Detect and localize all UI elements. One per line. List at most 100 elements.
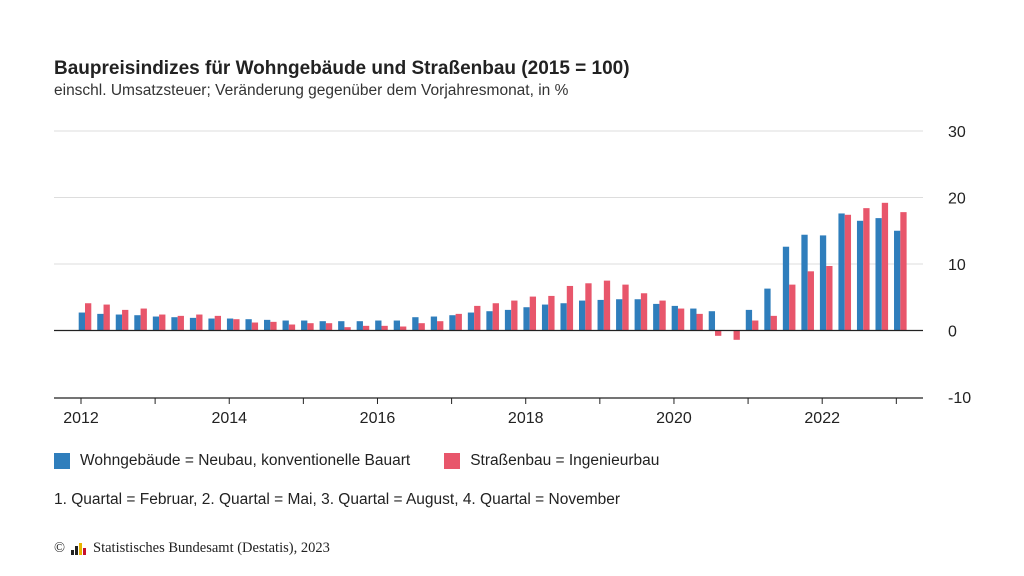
bar-strassenbau	[474, 305, 481, 331]
bar-strassenbau	[288, 324, 296, 331]
x-tick-label: 2014	[211, 410, 247, 427]
bar-wohngebaeude	[856, 220, 864, 331]
bar-strassenbau	[122, 309, 129, 331]
bar-wohngebaeude	[764, 288, 771, 331]
bar-wohngebaeude	[78, 312, 85, 331]
bar-strassenbau	[233, 319, 240, 331]
bar-strassenbau	[789, 284, 796, 331]
bar-wohngebaeude	[171, 317, 178, 331]
bar-strassenbau	[715, 330, 722, 336]
bar-strassenbau	[251, 322, 259, 331]
bar-strassenbau	[807, 271, 814, 331]
bar-wohngebaeude	[875, 218, 882, 331]
bar-wohngebaeude	[653, 303, 660, 331]
bar-wohngebaeude	[801, 234, 808, 331]
y-tick-label: 20	[948, 191, 966, 208]
bar-strassenbau	[307, 323, 314, 331]
bar-strassenbau	[529, 296, 537, 331]
bar-strassenbau	[437, 321, 444, 331]
bar-strassenbau	[659, 300, 666, 331]
bar-wohngebaeude	[616, 299, 623, 331]
copyright-symbol: ©	[54, 540, 66, 556]
bar-strassenbau	[214, 315, 222, 331]
bar-strassenbau	[752, 320, 759, 331]
bar-wohngebaeude	[375, 320, 382, 331]
bar-wohngebaeude	[282, 320, 289, 331]
legend-swatch-red	[444, 453, 461, 469]
bar-strassenbau	[733, 330, 740, 340]
bar-wohngebaeude	[690, 308, 697, 331]
x-tick-label: 2012	[63, 410, 99, 427]
destatis-logo-icon	[71, 542, 87, 555]
bar-wohngebaeude	[745, 309, 753, 331]
y-tick-label: 30	[948, 124, 966, 141]
bar-wohngebaeude	[782, 246, 790, 331]
y-tick-label: 10	[948, 257, 966, 274]
bar-strassenbau	[770, 315, 777, 331]
bar-wohngebaeude	[560, 303, 567, 331]
bar-wohngebaeude	[579, 300, 586, 331]
bar-strassenbau	[270, 321, 277, 331]
bar-strassenbau	[418, 323, 425, 331]
y-tick-label: -10	[948, 390, 971, 407]
bar-strassenbau	[696, 313, 703, 331]
bar-strassenbau	[159, 314, 166, 331]
bar-strassenbau	[381, 325, 388, 331]
bar-strassenbau	[881, 202, 889, 331]
bar-wohngebaeude	[708, 311, 716, 331]
bar-strassenbau	[844, 214, 852, 331]
bar-strassenbau	[677, 308, 685, 331]
x-tick-label: 2022	[804, 410, 840, 427]
bar-wohngebaeude	[226, 318, 234, 331]
bars	[78, 202, 907, 340]
chart-title: Baupreisindizes für Wohngebäude und Stra…	[54, 58, 630, 79]
bar-strassenbau	[400, 326, 407, 331]
y-tick-label: 0	[948, 324, 957, 341]
bar-strassenbau	[140, 308, 147, 331]
bar-wohngebaeude	[189, 317, 197, 331]
bar-wohngebaeude	[671, 305, 678, 331]
bar-strassenbau	[455, 313, 462, 331]
bar-strassenbau	[103, 304, 110, 331]
bar-wohngebaeude	[412, 317, 419, 331]
legend-label-strassenbau: Straßenbau = Ingenieurbau	[470, 452, 660, 469]
bar-strassenbau	[492, 303, 499, 331]
bar-wohngebaeude	[523, 307, 530, 331]
x-tick-label: 2018	[508, 410, 544, 427]
legend-label-wohngebaeude: Wohngebäude = Neubau, konventionelle Bau…	[80, 452, 411, 469]
bar-wohngebaeude	[134, 315, 141, 331]
bar-strassenbau	[548, 295, 555, 331]
bar-wohngebaeude	[430, 316, 438, 331]
bar-wohngebaeude	[152, 316, 160, 331]
bar-wohngebaeude	[356, 321, 363, 331]
bar-wohngebaeude	[245, 319, 252, 331]
bar-wohngebaeude	[338, 321, 345, 331]
bar-wohngebaeude	[319, 321, 326, 331]
bar-wohngebaeude	[264, 319, 271, 331]
bar-strassenbau	[344, 327, 351, 331]
bar-wohngebaeude	[393, 320, 401, 331]
legend-item-strassenbau: Straßenbau = Ingenieurbau	[444, 452, 659, 470]
bar-wohngebaeude	[97, 313, 104, 331]
bar-strassenbau	[900, 212, 907, 331]
x-tick-label: 2016	[360, 410, 396, 427]
axes: 30 20 10 0 -10 2012 2014 2016 2018 2020 2022	[54, 124, 971, 427]
legend: Wohngebäude = Neubau, konventionelle Bau…	[54, 452, 693, 470]
bar-strassenbau	[196, 314, 203, 331]
bar-strassenbau	[362, 325, 370, 331]
bar-strassenbau	[325, 323, 333, 331]
bar-wohngebaeude	[504, 309, 512, 331]
bar-wohngebaeude	[467, 312, 475, 331]
quarter-note: 1. Quartal = Februar, 2. Quartal = Mai, …	[54, 491, 621, 508]
bar-strassenbau	[585, 283, 592, 331]
bar-wohngebaeude	[208, 318, 215, 331]
bar-wohngebaeude	[838, 213, 845, 331]
bar-strassenbau	[640, 293, 648, 331]
chart-subtitle: einschl. Umsatzsteuer; Veränderung gegen…	[54, 82, 569, 99]
bar-strassenbau	[863, 208, 870, 331]
grid-lines	[54, 130, 923, 265]
bar-wohngebaeude	[301, 320, 308, 331]
bar-strassenbau	[85, 303, 92, 331]
bar-wohngebaeude	[541, 304, 549, 331]
bar-wohngebaeude	[449, 315, 456, 331]
